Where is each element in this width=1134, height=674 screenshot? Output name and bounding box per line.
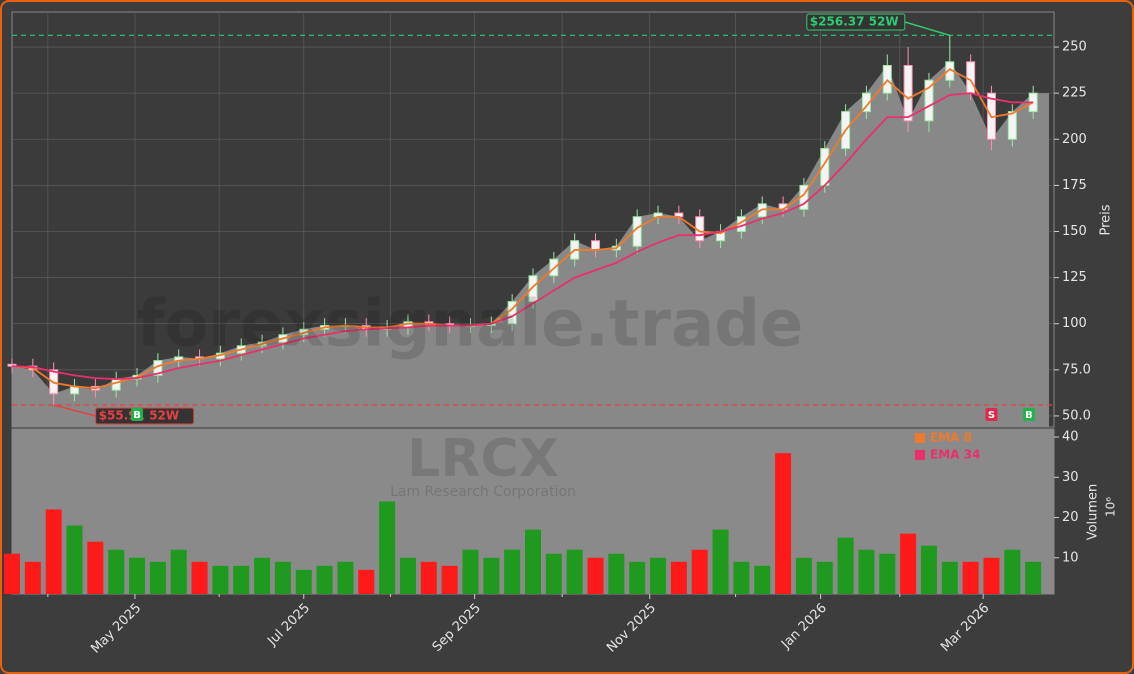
volume-bar [4, 553, 20, 594]
volume-bar [420, 561, 437, 594]
volume-bar [24, 561, 41, 594]
y-tick-label: 30 [1062, 470, 1079, 485]
y-tick-label: 40 [1062, 430, 1079, 445]
signal-label: B [1025, 410, 1033, 421]
volume-bar [837, 537, 854, 594]
volume-bar [233, 565, 250, 594]
volume-bar [462, 549, 479, 594]
volume-bar [670, 561, 687, 594]
volume-bar [399, 557, 416, 594]
volume-bar [66, 525, 83, 594]
volume-bar [525, 529, 541, 594]
y-tick-label: 125 [1062, 270, 1087, 285]
volume-bar [441, 565, 458, 594]
y-tick-label: 250 [1062, 40, 1087, 55]
volume-bar [1004, 549, 1021, 594]
y-tick-label: 200 [1062, 132, 1087, 147]
volume-bar [775, 453, 792, 594]
y-axis-scale: 10⁶ [1104, 497, 1118, 517]
volume-bar [795, 557, 812, 594]
volume-bar [691, 549, 708, 594]
candle-body [924, 79, 934, 122]
volume-bar [712, 529, 729, 594]
y-axis-label: Preis [1099, 204, 1114, 235]
volume-bar [650, 557, 667, 594]
volume-bar [254, 557, 271, 594]
signal-marker [1022, 408, 1035, 421]
legend-swatch [915, 433, 925, 443]
volume-bar [587, 557, 604, 594]
volume-bar [1025, 561, 1042, 594]
volume-bar [87, 541, 104, 594]
candle-body [111, 378, 121, 391]
y-axis-label: Volumen [1086, 484, 1101, 541]
volume-bar [149, 561, 166, 594]
candle-body [528, 275, 538, 303]
volume-bar [983, 557, 1000, 594]
y-tick-label: 175 [1062, 178, 1087, 193]
volume-bar [45, 509, 62, 594]
volume-bar [483, 557, 500, 594]
legend-swatch [915, 450, 925, 460]
signal-marker [985, 408, 998, 421]
volume-bar [274, 561, 291, 594]
legend-label: EMA 8 [930, 431, 972, 445]
signal-label: S [988, 410, 995, 421]
plot: 50.0 75.0 100 125 150 175 200 225 250 $256.37 52W… [4, 12, 1091, 657]
watermark: LRCX [407, 429, 558, 489]
volume-bar [379, 501, 396, 594]
y-tick-label: 225 [1062, 86, 1087, 101]
volume-bar [920, 545, 937, 594]
signal-marker [131, 408, 144, 421]
candle-body [1007, 111, 1017, 140]
y-tick-label: 50.0 [1062, 408, 1091, 423]
volume-bar [754, 565, 771, 594]
y-tick-label: 150 [1062, 224, 1087, 239]
volume-bar [170, 549, 187, 594]
volume-bar [858, 549, 875, 594]
y-tick-label: 20 [1062, 510, 1079, 525]
watermark: forexsignale.trade [137, 288, 804, 362]
watermark: Lam Research Corporation [390, 484, 576, 500]
volume-bar [941, 561, 958, 594]
volume-bar [962, 561, 979, 594]
volume-bar [566, 549, 583, 594]
candle-body [966, 61, 976, 94]
legend-label: EMA 34 [930, 448, 980, 462]
volume-bar [504, 549, 521, 594]
annotation: $256.37 52W [810, 15, 899, 29]
ema-line [11, 92, 1034, 380]
volume-bar [879, 553, 896, 594]
ema-line [11, 68, 1034, 390]
volume-bar [816, 561, 833, 594]
volume-bar [108, 549, 125, 594]
annotation-arrow [53, 404, 96, 417]
candle-body [591, 240, 601, 251]
volume-bar [545, 553, 562, 594]
volume-bar [295, 569, 312, 594]
volume-bar [629, 561, 646, 594]
y-tick-label: 75.0 [1062, 362, 1091, 377]
volume-bar [212, 565, 229, 594]
y-tick-label: 100 [1062, 316, 1087, 331]
volume-bar [129, 557, 146, 594]
volume-bar [608, 553, 625, 594]
candle-body [903, 64, 913, 122]
signal-label: B [133, 410, 141, 421]
volume-bar [733, 561, 750, 594]
annotation-arrow [904, 21, 951, 37]
y-tick-label: 10 [1062, 550, 1079, 565]
volume-bar [337, 561, 354, 594]
volume-bar [191, 561, 208, 594]
price-area [12, 61, 1049, 428]
volume-bar [358, 569, 375, 594]
volume-bar [900, 533, 917, 594]
volume-bar [316, 565, 333, 594]
